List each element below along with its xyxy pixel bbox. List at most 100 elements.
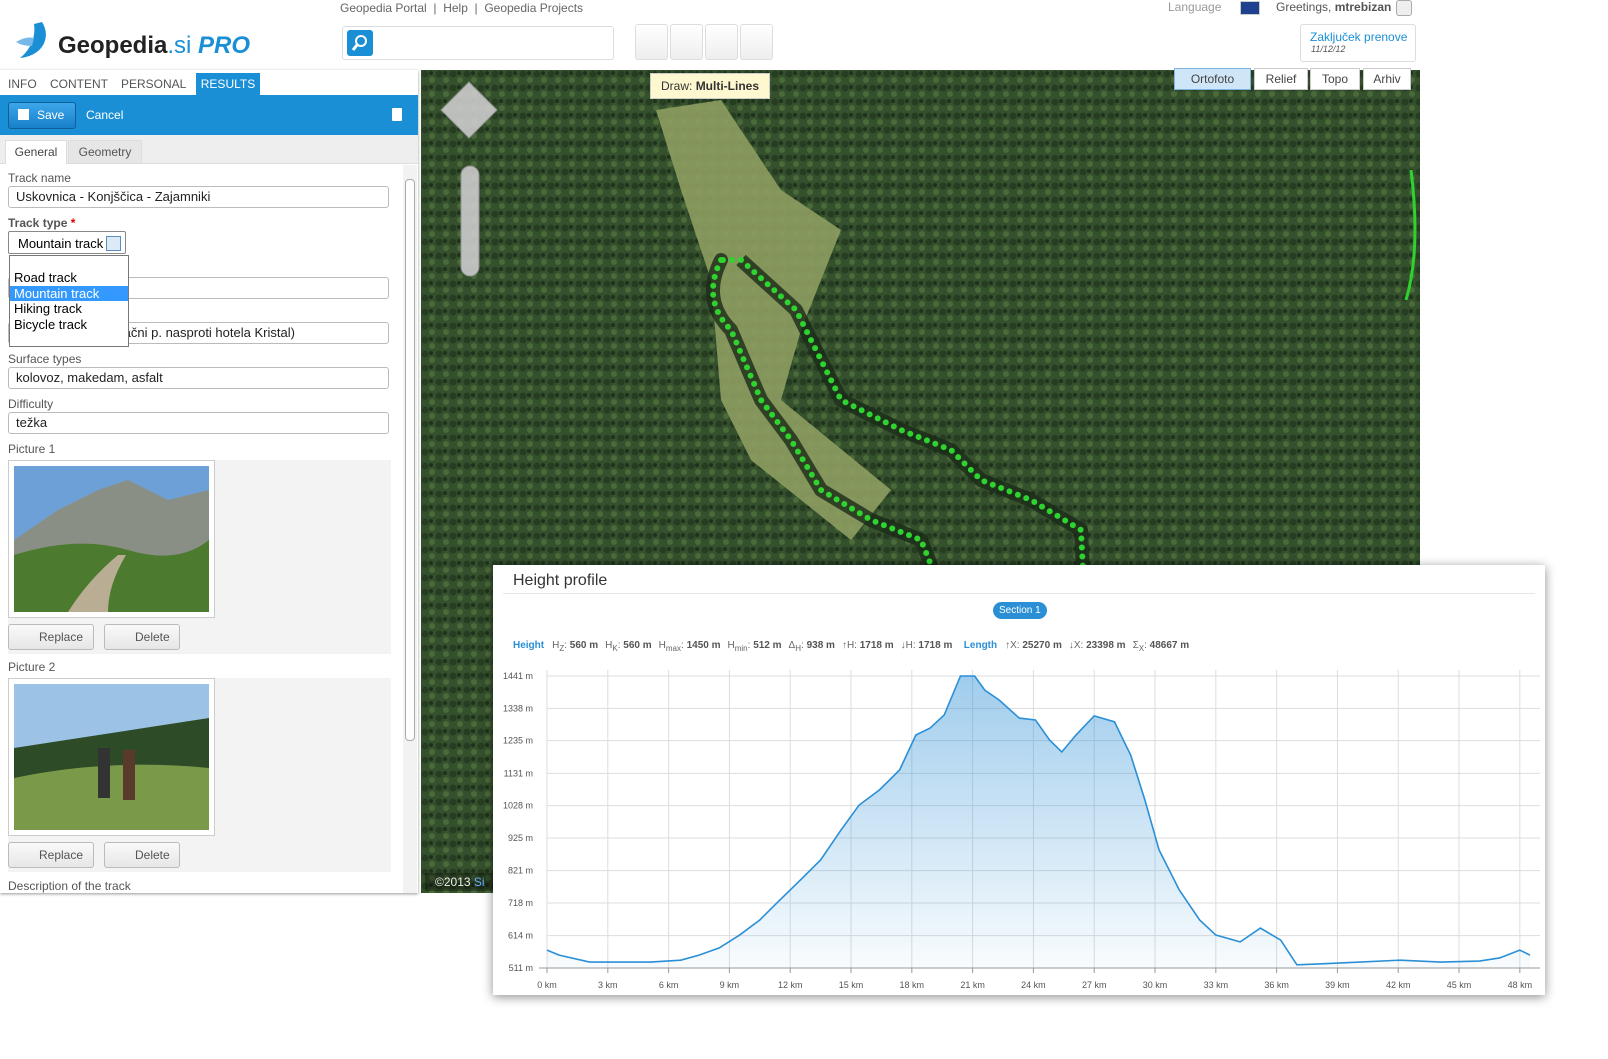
copyright: ©2013 Si xyxy=(425,873,495,891)
text-input[interactable]: kolovoz, makedam, asfalt xyxy=(8,367,389,389)
x-tick-label: 39 km xyxy=(1325,980,1350,990)
stat-sub: min xyxy=(734,644,748,653)
tab[interactable]: CONTENT xyxy=(50,77,108,91)
picture[interactable] xyxy=(8,678,215,836)
delete-icon[interactable] xyxy=(392,108,402,121)
credit-link[interactable]: Si xyxy=(473,875,485,889)
user-name: mtrebizan xyxy=(1334,0,1392,14)
print-button[interactable] xyxy=(635,24,668,60)
field-label: Picture 2 xyxy=(8,660,56,674)
option[interactable]: Hiking track xyxy=(14,301,82,316)
flag[interactable] xyxy=(1240,1,1260,15)
search-box[interactable] xyxy=(342,26,614,60)
button-text: Replace xyxy=(39,630,84,644)
chart: 511 m 614 m 718 m 821 m 925 m 1028 m 1131 m 123… xyxy=(503,670,1540,990)
button-text: Delete xyxy=(135,630,170,644)
draw-indicator: Draw: Multi-Lines xyxy=(650,73,771,99)
logo-suffix: .si xyxy=(167,32,192,59)
search-button[interactable] xyxy=(347,30,373,56)
option[interactable]: Bicycle track xyxy=(14,316,87,332)
subtab-bar: General Geometry xyxy=(0,135,418,164)
layer-button-active[interactable]: Ortofoto xyxy=(1174,68,1251,90)
stat: ΔH: 938 m xyxy=(788,640,835,653)
delete-button[interactable]: Delete xyxy=(104,842,180,868)
save-button[interactable]: Save xyxy=(8,102,76,129)
y-tick-label: 1028 m xyxy=(503,801,533,811)
stat-value: 23398 m xyxy=(1086,640,1126,651)
stat-sub: K xyxy=(612,644,618,653)
x-tick-label: 42 km xyxy=(1386,980,1411,990)
stat-symbol: H xyxy=(727,640,735,651)
stat-value: 48667 m xyxy=(1149,640,1190,651)
session-date: 11/12/12 xyxy=(1311,44,1346,54)
option[interactable]: Road track xyxy=(14,270,77,285)
logo[interactable]: Geopedia.si PRO xyxy=(58,32,250,60)
stats-label: Length xyxy=(963,640,998,651)
text-input[interactable]: težka xyxy=(8,412,389,434)
area xyxy=(547,676,1530,968)
option-selected[interactable]: Mountain track xyxy=(10,285,128,301)
y-tick-label: 1338 m xyxy=(503,703,533,713)
x-tick-label: 30 km xyxy=(1143,980,1168,990)
select[interactable]: Mountain track xyxy=(8,231,126,254)
tab-active[interactable]: RESULTS xyxy=(196,73,260,95)
session-box[interactable]: Zaključek prenove 11/12/12 xyxy=(1300,24,1416,62)
stat-value: 560 m xyxy=(569,640,599,651)
tab[interactable]: PERSONAL xyxy=(121,77,187,91)
draw-label: Draw: xyxy=(661,79,693,93)
picture[interactable] xyxy=(8,460,215,618)
cancel-button[interactable]: Cancel xyxy=(86,108,124,122)
logo-text: Geopedia xyxy=(58,32,168,59)
x-tick-label: 48 km xyxy=(1508,980,1533,990)
field-label: Surface types xyxy=(8,352,82,366)
section-pill[interactable]: Section 1 xyxy=(993,602,1047,619)
field-label: Difficulty xyxy=(8,397,54,411)
side-panel: INFO CONTENT PERSONAL RESULTS Save Cance… xyxy=(0,70,418,893)
stat-symbol: Δ xyxy=(788,640,796,651)
link[interactable]: Help xyxy=(443,1,468,15)
stat: ↓H: 1718 m xyxy=(901,640,953,651)
layer-button[interactable]: Topo xyxy=(1310,68,1360,90)
delete-button[interactable]: Delete xyxy=(104,624,180,650)
x-tick-label: 15 km xyxy=(839,980,864,990)
stat-symbol: ↑H: xyxy=(841,640,857,651)
replace-button[interactable]: Replace xyxy=(8,842,94,868)
logout-button[interactable] xyxy=(1396,0,1412,16)
route-button[interactable] xyxy=(705,24,738,60)
select-value: Mountain track xyxy=(18,236,104,251)
stat: Hmax: 1450 m xyxy=(658,640,721,653)
link[interactable]: Geopedia Projects xyxy=(484,1,584,15)
language-label: Language xyxy=(1168,0,1222,14)
header: Geopedia.si PRO Geopedia Portal | Help |… xyxy=(0,0,1420,70)
stat: ↓X: 23398 m xyxy=(1069,640,1126,651)
layer-button[interactable]: Relief xyxy=(1254,68,1308,90)
greeting-text: Greetings, xyxy=(1276,0,1332,14)
layer-button[interactable]: Arhiv xyxy=(1363,68,1411,90)
replace-button[interactable]: Replace xyxy=(8,624,94,650)
x-tick-label: 3 km xyxy=(598,980,618,990)
y-tick-label: 925 m xyxy=(508,833,533,843)
picture-box: Replace Delete xyxy=(8,460,391,654)
divider xyxy=(503,593,1535,594)
mail-button[interactable] xyxy=(670,24,703,60)
subtab[interactable]: Geometry xyxy=(68,140,142,164)
x-tick-label: 45 km xyxy=(1447,980,1472,990)
session-link[interactable]: Zaključek prenove xyxy=(1310,30,1408,44)
subtab-active[interactable]: General xyxy=(5,140,67,164)
stat-sep: : xyxy=(617,640,621,651)
link[interactable]: Geopedia Portal xyxy=(340,1,427,15)
stat-sep: : xyxy=(801,640,804,651)
x-tick-label: 21 km xyxy=(960,980,985,990)
x-tick-label: 27 km xyxy=(1082,980,1107,990)
tools-button[interactable] xyxy=(740,24,773,60)
x-tick-label: 12 km xyxy=(778,980,803,990)
x-tick-label: 33 km xyxy=(1204,980,1229,990)
logo-pro: PRO xyxy=(198,32,251,59)
scrollbar[interactable] xyxy=(403,165,417,893)
stat-symbol: H xyxy=(658,640,666,651)
text-input[interactable]: Uskovnica - Konjščica - Zajamniki xyxy=(8,186,389,208)
stat: Hmin: 512 m xyxy=(727,640,782,653)
tab[interactable]: INFO xyxy=(8,77,37,91)
stat-symbol: H xyxy=(552,640,560,651)
